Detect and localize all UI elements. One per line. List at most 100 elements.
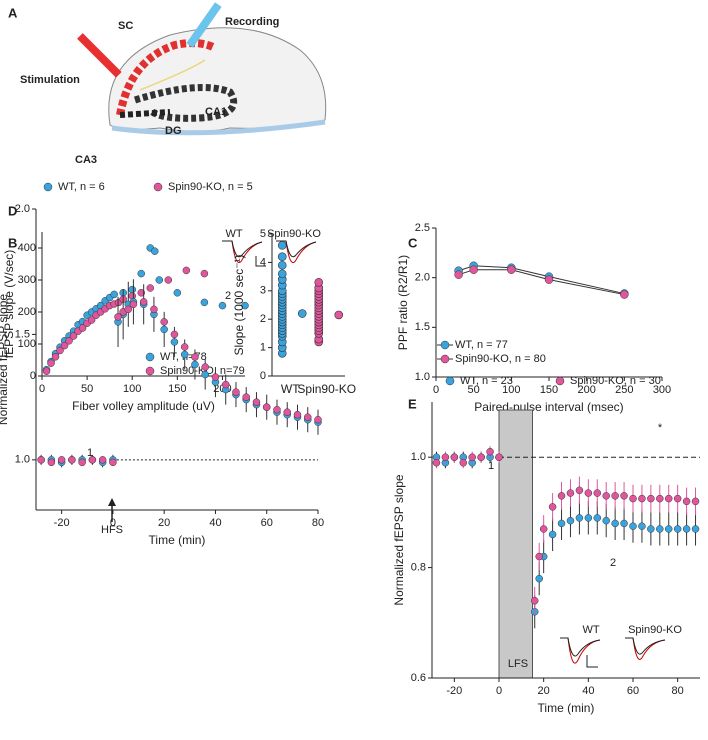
point bbox=[160, 325, 168, 334]
point bbox=[262, 403, 271, 411]
diagram-label: Recording bbox=[225, 16, 279, 28]
point bbox=[656, 525, 664, 533]
trace bbox=[625, 637, 666, 655]
x-tick-label: 80 bbox=[312, 517, 324, 529]
point bbox=[180, 350, 189, 359]
diagram-label: SC bbox=[118, 20, 133, 32]
point bbox=[47, 458, 56, 467]
point bbox=[200, 269, 209, 278]
panel-label: D bbox=[8, 203, 17, 218]
panel-label: C bbox=[408, 235, 418, 250]
panel-label: A bbox=[8, 5, 18, 20]
point bbox=[242, 393, 250, 401]
point bbox=[477, 453, 485, 461]
legend-label: Spin90-KO, n = 80 bbox=[455, 353, 546, 365]
annotation: WT bbox=[582, 624, 599, 636]
panel-label: B bbox=[8, 235, 17, 250]
point bbox=[69, 332, 78, 340]
annotation: 2 bbox=[610, 557, 616, 569]
slice bbox=[108, 27, 327, 132]
point bbox=[486, 447, 494, 456]
chart: 0100200300400050100150200Fiber volley am… bbox=[2, 232, 249, 413]
point bbox=[548, 530, 557, 539]
point bbox=[638, 494, 646, 503]
x-tick-label: 0 bbox=[39, 383, 45, 395]
point bbox=[129, 300, 138, 309]
x-tick-label: 0 bbox=[110, 517, 116, 529]
point bbox=[647, 494, 655, 503]
annotation: 1 bbox=[488, 460, 494, 472]
point bbox=[584, 489, 593, 497]
point bbox=[673, 525, 682, 533]
point bbox=[42, 367, 51, 375]
y-tick-label: 0 bbox=[260, 370, 266, 382]
point bbox=[283, 408, 291, 416]
x-tick-label: 40 bbox=[582, 685, 594, 697]
annotation: WT bbox=[225, 228, 242, 240]
panel-label: E bbox=[408, 396, 417, 411]
point bbox=[620, 290, 629, 299]
y-tick-label: 2.5 bbox=[415, 222, 430, 234]
point bbox=[647, 525, 655, 533]
x-tick-label: 100 bbox=[123, 383, 141, 395]
point bbox=[602, 492, 610, 500]
y-tick-label: 0.8 bbox=[411, 562, 426, 574]
point bbox=[109, 458, 117, 467]
x-tick-label: 20 bbox=[538, 685, 550, 697]
point bbox=[664, 494, 673, 503]
point bbox=[602, 516, 610, 525]
point bbox=[303, 413, 312, 421]
ca3-cells bbox=[119, 109, 171, 118]
legend-label: Spin90-KO, n=79 bbox=[160, 365, 245, 377]
point bbox=[544, 275, 554, 284]
x-tick-label: 300 bbox=[653, 384, 671, 396]
x-axis-label: Paired-pulse interval (msec) bbox=[474, 400, 623, 414]
point bbox=[137, 269, 145, 278]
point bbox=[468, 453, 476, 461]
point bbox=[277, 241, 287, 250]
point bbox=[150, 305, 158, 314]
legend-marker bbox=[555, 376, 565, 386]
slice-edge bbox=[111, 119, 326, 136]
point bbox=[200, 298, 209, 307]
y-tick-label: 0.6 bbox=[411, 672, 426, 684]
x-tick-label: 50 bbox=[81, 383, 93, 395]
dg-cells bbox=[133, 84, 238, 122]
point bbox=[218, 301, 227, 310]
x-tick-label: 0 bbox=[496, 685, 502, 697]
point bbox=[611, 519, 619, 528]
point bbox=[221, 380, 230, 389]
point bbox=[87, 316, 96, 324]
point bbox=[277, 260, 287, 270]
point bbox=[51, 353, 60, 361]
trace bbox=[560, 637, 601, 664]
point bbox=[620, 492, 628, 500]
point bbox=[201, 363, 209, 371]
point bbox=[139, 298, 148, 306]
legend-marker bbox=[445, 376, 455, 386]
legend-marker bbox=[440, 354, 450, 364]
point bbox=[593, 489, 602, 497]
x-tick-label: -20 bbox=[54, 517, 70, 529]
trace bbox=[222, 240, 263, 258]
point bbox=[124, 305, 133, 314]
point bbox=[314, 415, 322, 424]
stim-electrode bbox=[77, 33, 122, 78]
y-tick-label: 1.5 bbox=[15, 328, 30, 340]
point bbox=[682, 525, 691, 533]
point bbox=[241, 301, 249, 310]
trace bbox=[560, 637, 601, 657]
point bbox=[47, 359, 55, 367]
x-tick-label: 60 bbox=[261, 517, 273, 529]
point bbox=[620, 519, 628, 528]
x-tick-label: 150 bbox=[168, 383, 186, 395]
x-tick-label: 20 bbox=[158, 517, 170, 529]
y-tick-label: 1.0 bbox=[15, 454, 30, 466]
y-tick-label: 4 bbox=[260, 256, 266, 268]
annotation: 1 bbox=[87, 447, 93, 459]
point bbox=[60, 341, 69, 350]
point bbox=[78, 324, 87, 332]
point bbox=[155, 276, 164, 284]
diagram-label: DG bbox=[165, 125, 182, 137]
legend-marker bbox=[145, 366, 155, 376]
